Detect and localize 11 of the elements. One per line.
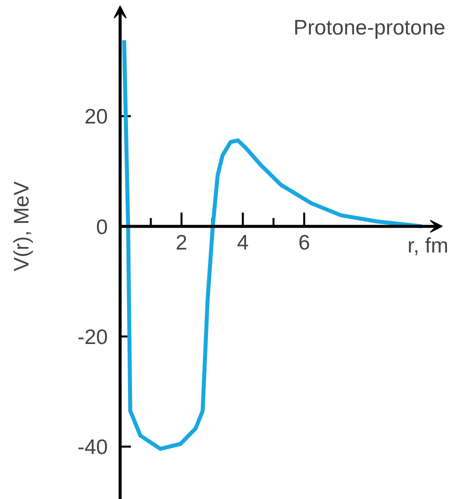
line-series [122, 38, 424, 451]
y-axis-title: V(r), MeV [10, 181, 34, 272]
y-tick-label: -40 [78, 436, 108, 460]
x-tick-label: 6 [298, 232, 310, 255]
y-tick-label: 20 [84, 106, 108, 129]
x-axis-title: r, fm [408, 234, 448, 258]
annotation: Protone-protone [294, 16, 446, 40]
y-tick-label: 0 [96, 216, 108, 239]
x-tick-label: 4 [237, 232, 249, 255]
x-tick-label: 2 [176, 232, 188, 255]
y-tick-label: -20 [78, 326, 108, 349]
